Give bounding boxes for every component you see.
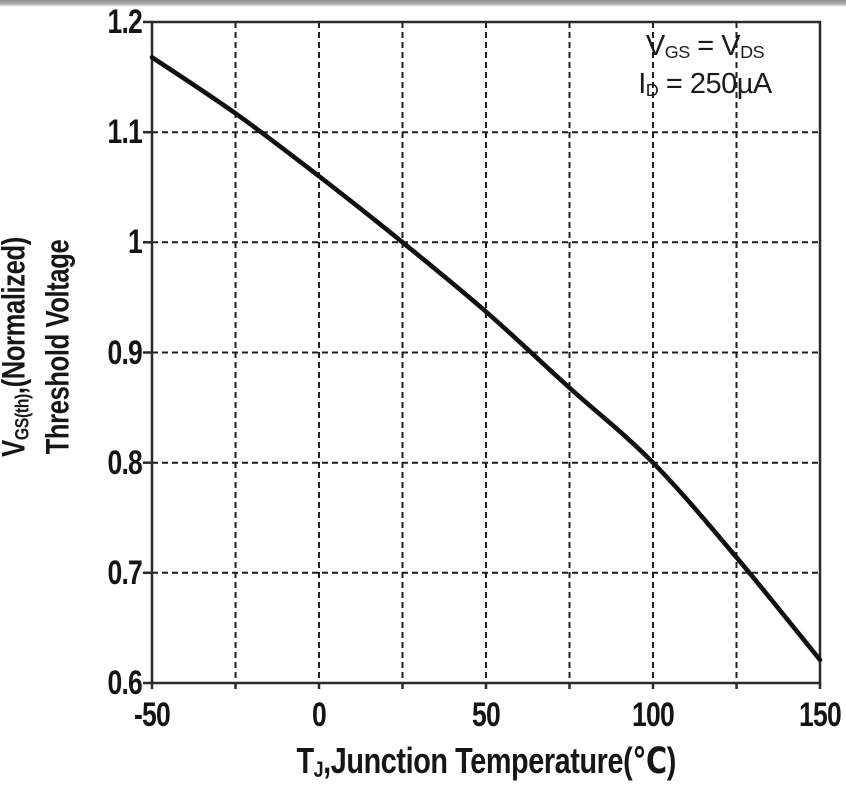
y-axis-title-line2: Threshold Voltage xyxy=(39,239,76,455)
x-tick-label: 100 xyxy=(632,696,675,734)
x-tick-label: 0 xyxy=(312,696,327,734)
vgsth-curve xyxy=(149,55,823,663)
y-tick-label: 1.1 xyxy=(107,113,142,152)
y-axis-title-line1: VGS(th),(Normalized) xyxy=(0,237,34,457)
x-tick-label: 50 xyxy=(472,696,501,734)
y-tick-label: 0.6 xyxy=(107,664,142,702)
grid-lines xyxy=(152,22,820,683)
y-tick-label: 0.8 xyxy=(107,443,142,482)
plot-frame xyxy=(150,20,822,685)
x-axis-title-text: TJ,Junction Temperature(℃) xyxy=(296,740,676,783)
y-axis-title: VGS(th),(Normalized) Threshold Voltage xyxy=(0,237,75,457)
condition-vgs-vds: VGS = VDS xyxy=(645,30,765,63)
page-top-edge xyxy=(0,0,846,7)
y-tick-label: 0.9 xyxy=(107,333,142,372)
condition-id: ID = 250µA xyxy=(638,68,772,101)
y-tick-label: 0.7 xyxy=(107,553,142,592)
y-tick-label: 1.2 xyxy=(107,3,142,41)
x-axis-title: TJ,Junction Temperature(℃) xyxy=(152,742,820,789)
test-conditions-annotation: VGS = VDS ID = 250µA xyxy=(560,30,846,106)
x-tick-label: -50 xyxy=(133,696,171,734)
y-tick-label: 1 xyxy=(128,223,143,262)
x-tick-label: 150 xyxy=(799,696,842,734)
